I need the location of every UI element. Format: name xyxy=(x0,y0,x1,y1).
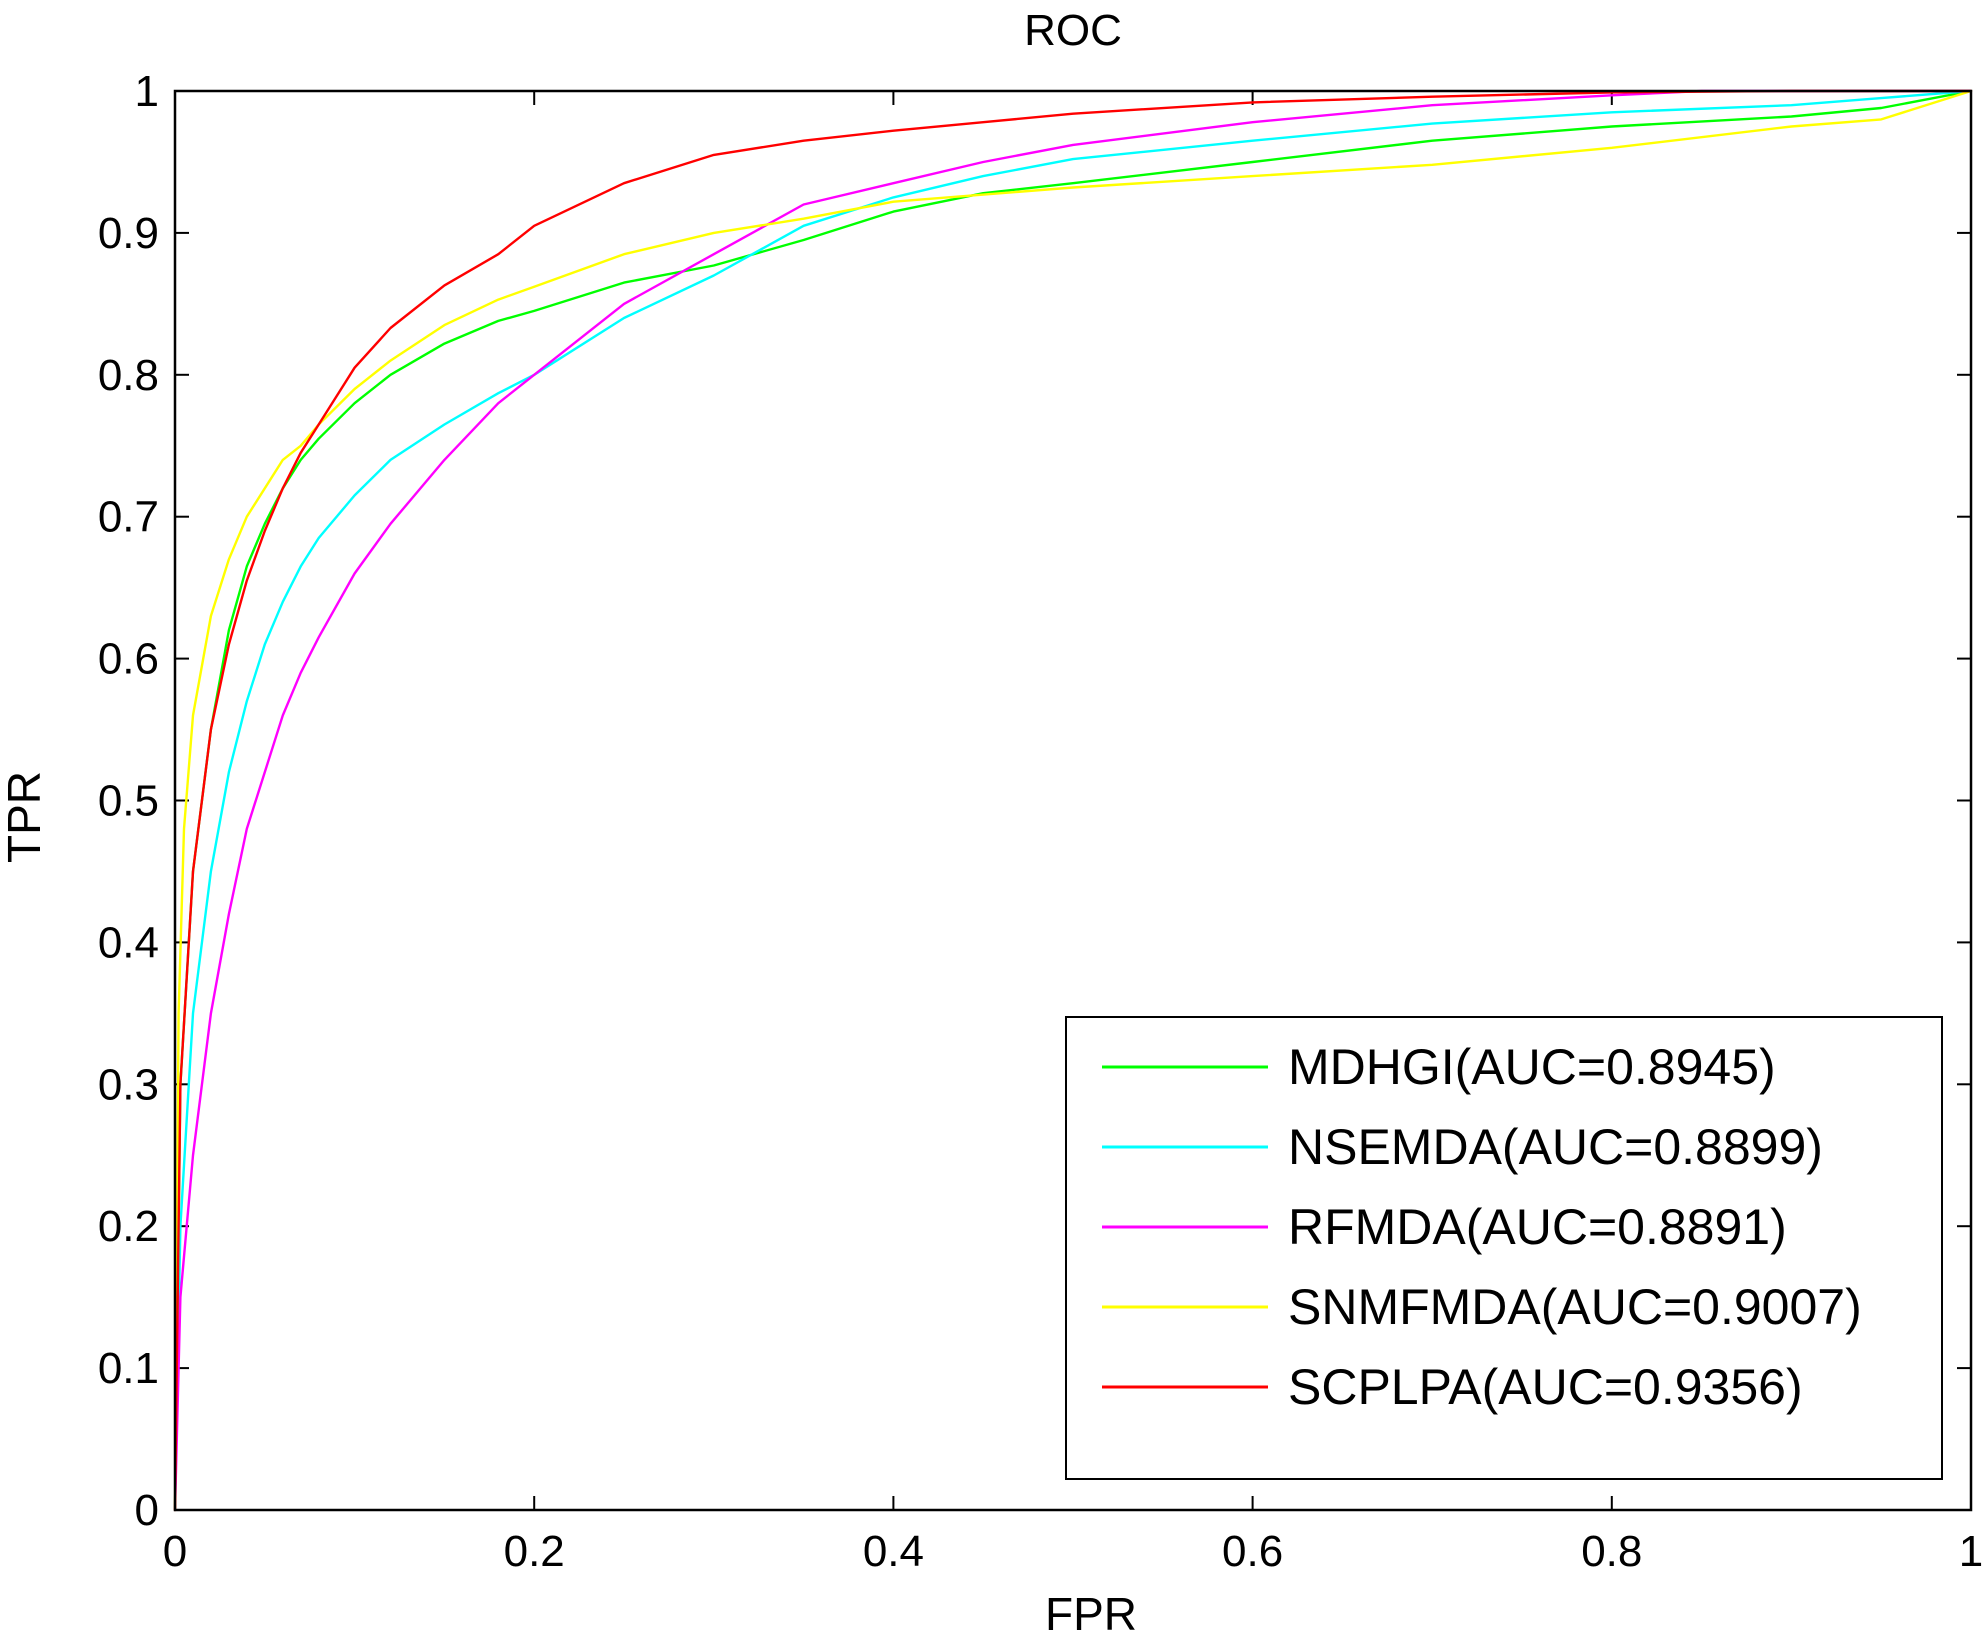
legend-item: MDHGI(AUC=0.8945) xyxy=(1102,1039,1776,1095)
legend-label: SNMFMDA(AUC=0.9007) xyxy=(1288,1279,1862,1335)
roc-curve-4 xyxy=(173,89,1973,1512)
plot-frame xyxy=(173,89,1973,1512)
y-tick-label: 0.3 xyxy=(98,1060,159,1109)
axis-ticks: 0 0.2 0.4 0.6 0.8 1 0 0.1 0.2 0.3 0.4 0.5 0.6 0.7 0.8 0… xyxy=(98,67,1983,1576)
chart-title: ROC xyxy=(1024,6,1122,55)
plot-area xyxy=(173,89,1973,1512)
y-tick-label: 0.7 xyxy=(98,493,159,542)
x-tick-label: 0 xyxy=(163,1527,187,1576)
legend: MDHGI(AUC=0.8945) NSEMDA(AUC=0.8899) RFMDA… xyxy=(1065,1016,1943,1480)
y-tick-label: 0.5 xyxy=(98,777,159,826)
y-tick-label: 0.1 xyxy=(98,1344,159,1393)
x-tick-label: 0.6 xyxy=(1222,1527,1283,1576)
legend-item: SCPLPA(AUC=0.9356) xyxy=(1102,1359,1803,1415)
x-axis-label: FPR xyxy=(1045,1588,1137,1640)
legend-box xyxy=(1065,1016,1943,1480)
y-tick-label: 0.4 xyxy=(98,918,159,967)
y-tick-label: 0.6 xyxy=(98,635,159,684)
legend-label: MDHGI(AUC=0.8945) xyxy=(1288,1039,1776,1095)
x-tick-label: 1 xyxy=(1959,1527,1983,1576)
y-tick-label: 0.8 xyxy=(98,351,159,400)
roc-curve-2 xyxy=(173,89,1973,1512)
y-axis-label: TPR xyxy=(0,771,50,863)
x-tick-label: 0.8 xyxy=(1581,1527,1642,1576)
y-tick-label: 0.2 xyxy=(98,1202,159,1251)
y-tick-label: 1 xyxy=(135,67,159,116)
x-tick-label: 0.2 xyxy=(504,1527,565,1576)
legend-label: RFMDA(AUC=0.8891) xyxy=(1288,1199,1787,1255)
roc-curve-3 xyxy=(173,89,1973,1512)
legend-item: NSEMDA(AUC=0.8899) xyxy=(1102,1119,1823,1175)
legend-label: NSEMDA(AUC=0.8899) xyxy=(1288,1119,1823,1175)
roc-curve-0 xyxy=(173,89,1973,1512)
x-tick-label: 0.4 xyxy=(863,1527,924,1576)
y-tick-label: 0.9 xyxy=(98,209,159,258)
legend-item: RFMDA(AUC=0.8891) xyxy=(1102,1199,1787,1255)
legend-item: SNMFMDA(AUC=0.9007) xyxy=(1102,1279,1862,1335)
roc-curve-1 xyxy=(173,89,1973,1512)
legend-label: SCPLPA(AUC=0.9356) xyxy=(1288,1359,1803,1415)
y-tick-label: 0 xyxy=(135,1486,159,1535)
